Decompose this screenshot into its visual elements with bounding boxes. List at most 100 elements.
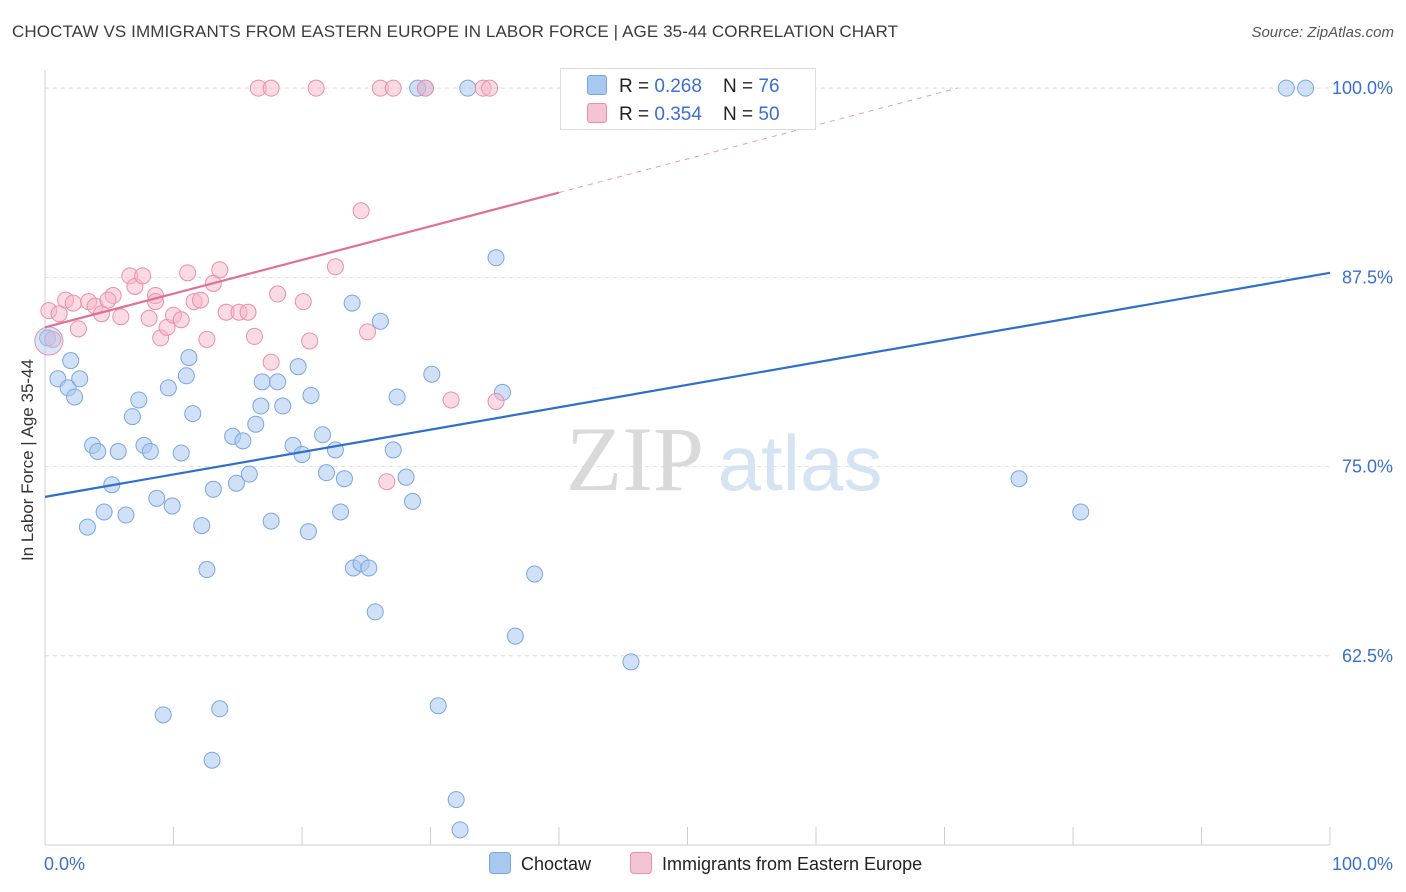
bottom-legend-choctaw: Choctaw	[489, 852, 591, 875]
immigrants-points	[34, 79, 505, 491]
choctaw-point	[109, 442, 127, 460]
choctaw-point	[423, 365, 441, 383]
choctaw-point	[397, 468, 415, 486]
choctaw-point	[269, 373, 287, 391]
source-label: Source: ZipAtlas.com	[1251, 24, 1394, 41]
immigrants-point	[384, 79, 402, 97]
immigrants-point	[211, 261, 229, 279]
choctaw-point	[317, 464, 335, 482]
tick-labels: 100.0% 87.5% 75.0% 62.5% 0.0% 100.0%	[44, 78, 1393, 874]
axes	[44, 70, 1331, 846]
choctaw-point	[447, 791, 465, 809]
choctaw-point	[234, 432, 252, 450]
legend-r-value: 0.268	[654, 76, 702, 97]
choctaw-point	[203, 751, 221, 769]
cluster-point	[34, 326, 64, 356]
choctaw-point	[274, 397, 292, 415]
y-tick-label: 75.0%	[1342, 457, 1393, 477]
choctaw-point	[451, 821, 469, 839]
immigrants-point	[269, 285, 287, 303]
immigrants-point	[99, 291, 117, 309]
legend-swatch-blue	[587, 75, 607, 95]
y-tick-label: 100.0%	[1332, 78, 1393, 98]
choctaw-point	[159, 379, 177, 397]
immigrants-point	[140, 309, 158, 327]
choctaw-point	[163, 497, 181, 515]
choctaw-point	[240, 465, 258, 483]
choctaw-point	[293, 445, 311, 463]
choctaw-trend-line	[44, 271, 1331, 498]
choctaw-point	[177, 367, 195, 385]
choctaw-point	[262, 512, 280, 530]
legend-row-immigrants: R = 0.354 N = 50	[587, 103, 780, 126]
choctaw-point	[71, 370, 89, 388]
immigrants-point	[191, 291, 209, 309]
choctaw-point	[95, 503, 113, 521]
immigrants-point	[112, 308, 130, 326]
immigrants-point	[307, 79, 325, 97]
choctaw-point	[622, 653, 640, 671]
choctaw-point	[180, 349, 198, 367]
immigrants-point	[301, 332, 319, 350]
x-tick-label: 100.0%	[1332, 854, 1393, 874]
choctaw-points	[39, 79, 1315, 839]
immigrants-point	[239, 303, 257, 321]
choctaw-point	[526, 565, 544, 583]
choctaw-point	[204, 480, 222, 498]
y-tick-label: 87.5%	[1342, 267, 1393, 287]
immigrants-point	[326, 258, 344, 276]
stats-legend: R = 0.268 N = 76 R = 0.354 N = 50	[560, 68, 816, 130]
choctaw-point	[335, 470, 353, 488]
immigrants-point	[245, 327, 263, 345]
immigrants-point	[442, 391, 460, 409]
watermark-atlas: atlas	[718, 419, 883, 507]
legend-n-value: 50	[758, 104, 780, 125]
immigrants-point	[50, 305, 68, 323]
immigrants-point	[378, 473, 396, 491]
choctaw-point	[253, 373, 271, 391]
choctaw-point	[1010, 470, 1028, 488]
watermark: ZIP atlas	[566, 408, 882, 510]
choctaw-point	[89, 442, 107, 460]
immigrants-point	[64, 294, 82, 312]
legend-row-choctaw: R = 0.268 N = 76	[587, 75, 780, 98]
immigrants-point	[262, 79, 280, 97]
choctaw-point	[130, 391, 148, 409]
immigrants-point	[262, 353, 280, 371]
choctaw-point	[332, 503, 350, 521]
choctaw-point	[299, 523, 317, 541]
legend-swatch-pink	[630, 852, 652, 874]
legend-r-label: R =	[619, 76, 655, 97]
choctaw-point	[62, 352, 80, 370]
grid-lines	[45, 87, 1330, 657]
immigrants-point	[481, 79, 499, 97]
choctaw-point	[227, 474, 245, 492]
choctaw-point	[141, 442, 159, 460]
legend-swatch-blue	[489, 852, 511, 874]
choctaw-point	[343, 294, 361, 312]
choctaw-point	[123, 408, 141, 426]
choctaw-point	[1297, 79, 1315, 97]
choctaw-point	[360, 559, 378, 577]
choctaw-point	[172, 444, 190, 462]
chart-title: CHOCTAW VS IMMIGRANTS FROM EASTERN EUROP…	[12, 22, 899, 41]
legend-label: Choctaw	[521, 854, 592, 874]
choctaw-point	[78, 518, 96, 536]
choctaw-point	[388, 388, 406, 406]
choctaw-point	[198, 561, 216, 579]
immigrants-trend-line	[44, 191, 560, 329]
choctaw-point	[252, 397, 270, 415]
legend-n-label: N =	[723, 104, 759, 125]
y-tick-label: 62.5%	[1342, 646, 1393, 666]
legend-n-value: 76	[758, 76, 780, 97]
legend-r-value: 0.354	[654, 104, 702, 125]
choctaw-point	[211, 700, 229, 718]
choctaw-point	[66, 388, 84, 406]
choctaw-point	[117, 506, 135, 524]
trend-lines	[44, 87, 1331, 498]
choctaw-point	[1072, 503, 1090, 521]
watermark-zip: ZIP	[566, 408, 704, 510]
choctaw-point	[371, 312, 389, 330]
choctaw-point	[487, 249, 505, 267]
legend-n-label: N =	[723, 76, 759, 97]
